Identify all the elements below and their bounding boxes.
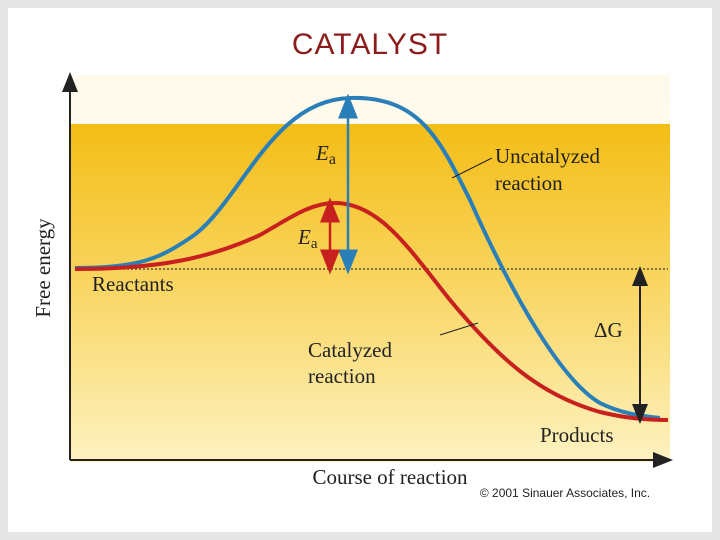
ea-subscript: a: [311, 236, 318, 252]
catalyzed-label: Catalyzed: [308, 338, 392, 362]
ea-subscript: a: [329, 151, 336, 168]
x-axis-label: Course of reaction: [312, 465, 468, 489]
delta-g-label: ΔG: [594, 318, 623, 342]
uncatalyzed-curve: [74, 95, 661, 420]
uncatalyzed-label: reaction: [495, 171, 563, 195]
title: CATALYST: [292, 28, 448, 61]
catalyzed-label: reaction: [308, 364, 376, 388]
ea-symbol: E: [315, 141, 329, 165]
leader-line: [451, 157, 493, 179]
diagram-background: [70, 75, 670, 462]
uncatalyzed-label: Uncatalyzed: [495, 144, 600, 168]
ea-symbol: E: [297, 225, 311, 249]
reactants-label: Reactants: [92, 272, 174, 296]
uncatalyzed-ea-label: Ea: [315, 141, 336, 168]
products-label: Products: [540, 423, 614, 447]
leader-line: [439, 322, 479, 336]
catalyzed-curve: [74, 200, 669, 422]
catalyzed-ea-label: Ea: [297, 225, 318, 252]
credit: © 2001 Sinauer Associates, Inc.: [480, 486, 650, 500]
y-axis-label: Free energy: [31, 218, 55, 318]
title-box: [22, 20, 698, 124]
